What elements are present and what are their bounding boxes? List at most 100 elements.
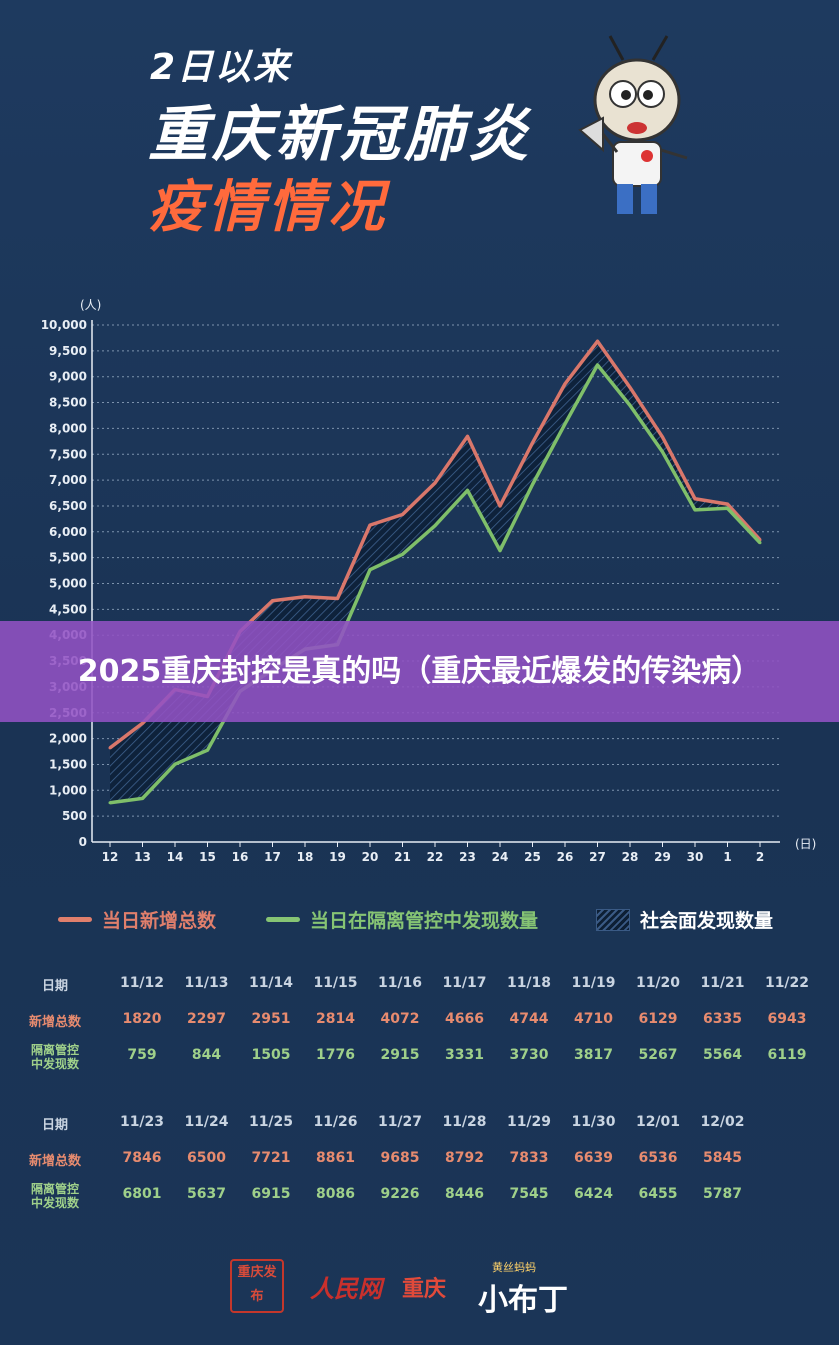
x-tick-label: 22 xyxy=(427,850,444,864)
table-cell-isolation: 8086 xyxy=(316,1186,355,1202)
table-cell-isolation: 8446 xyxy=(445,1186,484,1202)
table-row-isolation: 隔离管控 中发现数 759 844 1505 1776 2915 3331 3730 3817… xyxy=(20,1043,820,1071)
x-tick-label: 15 xyxy=(199,850,216,864)
data-point-isolation xyxy=(726,506,729,510)
x-axis-unit: (日) xyxy=(795,837,816,851)
chart-svg: 05001,0001,5002,0002,5003,0003,5004,0004… xyxy=(41,298,817,864)
table-cell-date: 12/02 xyxy=(700,1114,745,1130)
legend-label-isolation: 当日在隔离管控中发现数量 xyxy=(310,910,539,932)
chongqing-release-logo: 重庆发布 xyxy=(230,1259,284,1313)
y-tick-label: 8,500 xyxy=(49,396,87,410)
table-cell-new: 2951 xyxy=(251,1011,291,1027)
table-cell-new: 7846 xyxy=(122,1150,162,1166)
data-point-isolation xyxy=(531,482,534,486)
table-cell-isolation: 5564 xyxy=(703,1047,742,1063)
x-tick-label: 28 xyxy=(622,850,639,864)
table-cell-isolation: 2915 xyxy=(380,1047,420,1063)
chart-grid xyxy=(91,320,780,847)
x-tick-label: 24 xyxy=(492,850,509,864)
y-tick-label: 5,000 xyxy=(49,577,87,591)
x-tick-label: 29 xyxy=(654,850,671,864)
table-cell-new: 6500 xyxy=(187,1150,226,1166)
table-cell-new: 4744 xyxy=(509,1011,549,1027)
table-cell-isolation: 6119 xyxy=(767,1047,807,1063)
data-point-isolation xyxy=(173,762,177,766)
chart-legend: 当日新增总数 当日在隔离管控中发现数量 社会面发现数量 xyxy=(58,906,818,940)
table-cell-new: 5845 xyxy=(703,1150,742,1166)
data-point-isolation xyxy=(758,541,762,545)
data-point-isolation xyxy=(466,488,469,492)
table-head-isolation-2: 中发现数 xyxy=(30,1057,79,1071)
table-head-isolation-2: 中发现数 xyxy=(30,1196,79,1210)
table-cell-isolation: 3331 xyxy=(445,1047,484,1063)
data-point-isolation xyxy=(563,422,567,426)
x-tick-label: 19 xyxy=(329,850,346,864)
table-cell-date: 11/27 xyxy=(377,1114,423,1130)
table-cell-date: 11/12 xyxy=(119,975,165,991)
overlay-banner[interactable]: 2025重庆封控是真的吗（重庆最近爆发的传染病） xyxy=(0,621,839,722)
x-tick-label: 20 xyxy=(362,850,379,864)
table-cell-new: 8861 xyxy=(316,1150,355,1166)
table-cell-new: 1820 xyxy=(122,1011,162,1027)
y-tick-label: 2,000 xyxy=(49,732,87,746)
table-cell-date: 11/13 xyxy=(184,975,229,991)
table-cell-isolation: 6424 xyxy=(574,1186,613,1202)
legend-label-community: 社会面发现数量 xyxy=(640,910,774,932)
table-cell-new: 4710 xyxy=(574,1011,613,1027)
x-tick-label: 18 xyxy=(297,850,314,864)
table-cell-new: 8792 xyxy=(445,1150,484,1166)
table-cell-new: 2297 xyxy=(187,1011,226,1027)
data-point-new xyxy=(466,434,469,438)
table-cell-isolation: 6915 xyxy=(251,1186,291,1202)
table-cell-date: 11/18 xyxy=(506,975,552,991)
mascot-megaphone-icon xyxy=(578,35,688,214)
legend-line-new xyxy=(58,917,92,922)
table-cell-new: 4666 xyxy=(445,1011,484,1027)
y-tick-label: 0 xyxy=(79,835,87,849)
table-head-isolation-1: 隔离管控 xyxy=(30,1043,79,1057)
x-tick-label: 12 xyxy=(102,850,119,864)
data-point-isolation xyxy=(596,363,599,367)
legend-hatch-swatch xyxy=(596,908,630,931)
data-point-new xyxy=(271,599,274,603)
table-row-isolation: 隔离管控 中发现数 6801 5637 6915 8086 9226 8446 7545 64… xyxy=(20,1182,820,1210)
data-point-isolation xyxy=(693,508,697,512)
community-area xyxy=(110,341,760,803)
x-tick-label: 17 xyxy=(264,850,281,864)
data-point-isolation xyxy=(108,801,112,805)
table-cell-isolation: 1776 xyxy=(316,1047,355,1063)
data-point-new xyxy=(628,385,632,389)
y-tick-label: 9,500 xyxy=(49,344,87,358)
data-point-isolation xyxy=(368,568,372,572)
y-tick-label: 1,000 xyxy=(49,783,87,797)
mascot-brand-small: 黄丝蚂蚂 xyxy=(492,1261,536,1274)
data-point-new xyxy=(336,596,339,600)
table-head-new: 新增总数 xyxy=(28,1154,81,1169)
table-head-date: 日期 xyxy=(41,1118,68,1133)
table-cell-isolation: 6455 xyxy=(638,1186,678,1202)
data-point-new xyxy=(693,497,697,501)
y-tick-label: 6,500 xyxy=(49,499,87,513)
table-row-new: 新增总数 1820 2297 2951 2814 4072 4666 4744 4710 612… xyxy=(20,1011,820,1035)
chart-area xyxy=(110,341,760,803)
table-cell-isolation: 7545 xyxy=(509,1186,549,1202)
data-point-new xyxy=(433,481,437,485)
legend-item-new: 当日新增总数 xyxy=(58,906,216,933)
table-cell-isolation: 844 xyxy=(191,1047,222,1063)
y-tick-label: 5,500 xyxy=(49,551,87,565)
subtitle: 2日以来 xyxy=(150,47,292,88)
table-cell-date: 11/17 xyxy=(442,975,487,991)
table-cell-date: 11/16 xyxy=(377,975,423,991)
table-cell-date: 11/22 xyxy=(764,975,810,991)
x-tick-label: 27 xyxy=(589,850,606,864)
data-point-isolation xyxy=(498,549,502,553)
table-cell-date: 11/24 xyxy=(184,1114,229,1130)
people-net-chongqing-label: 重庆 xyxy=(402,1277,447,1302)
table-cell-date: 11/25 xyxy=(248,1114,294,1130)
table-cell-isolation: 9226 xyxy=(380,1186,420,1202)
table-cell-new: 6335 xyxy=(703,1011,742,1027)
table-cell-isolation: 5637 xyxy=(187,1186,226,1202)
table-cell-new: 6536 xyxy=(638,1150,678,1166)
table-head-date: 日期 xyxy=(41,979,68,994)
banner-title[interactable]: 2025重庆封控是真的吗（重庆最近爆发的传染病） xyxy=(77,653,762,689)
